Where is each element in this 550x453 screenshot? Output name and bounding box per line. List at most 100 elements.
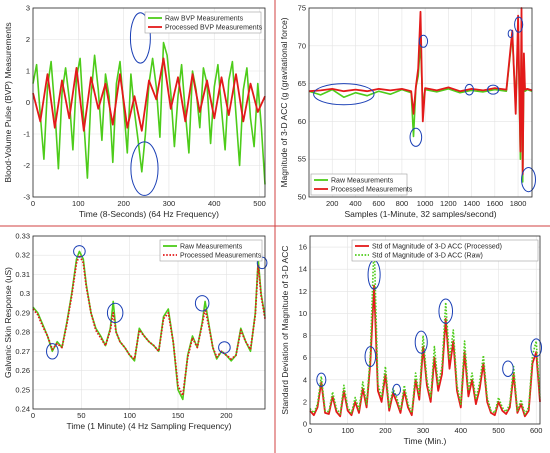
x-tick-label: 300 xyxy=(417,426,430,435)
x-tick-label: 400 xyxy=(349,199,362,208)
series-line-processed xyxy=(32,57,266,132)
series-line-processed xyxy=(32,254,266,397)
axes-frame xyxy=(309,235,541,425)
x-tick-label: 500 xyxy=(253,199,266,208)
annotation-ellipse xyxy=(464,83,474,96)
chart-std: 0 100 200 300 400 500 600 0 2 4 6 8 10 12 14 16 Time (Mi… xyxy=(280,235,543,446)
x-tick-label: 200 xyxy=(220,411,233,420)
x-tick-label: 400 xyxy=(208,199,221,208)
y-tick-label: 1 xyxy=(26,67,30,76)
y-axis-label: Galvanic Skin Response (uS) xyxy=(3,267,13,378)
x-tick-label: 200 xyxy=(326,199,339,208)
legend-entry: Processed Measurements xyxy=(331,187,413,194)
y-tick-label: 55 xyxy=(298,155,306,164)
legend-entry: Raw Measurements xyxy=(180,244,243,251)
annotation-ellipse xyxy=(507,29,514,38)
series-line-raw xyxy=(309,240,541,415)
y-tick-label: 0.28 xyxy=(15,328,30,337)
y-tick-label: 0.26 xyxy=(15,366,30,375)
x-axis-label: Samples (1-Minute, 32 samples/second) xyxy=(344,209,496,219)
x-tick-label: 0 xyxy=(31,411,35,420)
y-tick-label: 0.3 xyxy=(20,289,30,298)
y-axis-label: Standard Deviation of Magnitude of 3-D A… xyxy=(280,245,290,414)
annotation-ellipse xyxy=(316,372,327,387)
axes-frame xyxy=(308,7,533,198)
legend-box xyxy=(351,239,539,262)
annotation-ellipse xyxy=(46,343,59,360)
x-axis-label: Time (Min.) xyxy=(404,436,447,446)
legend-entry: Processed Measurements xyxy=(180,253,262,260)
x-tick-label: 200 xyxy=(379,426,392,435)
y-tick-label: -2 xyxy=(23,161,30,170)
x-tick-label: 800 xyxy=(396,199,409,208)
y-tick-label: 2 xyxy=(303,397,307,406)
x-tick-label: 400 xyxy=(455,426,468,435)
series-line-processed xyxy=(308,7,533,176)
y-tick-label: 3 xyxy=(26,4,30,13)
y-tick-label: 0.24 xyxy=(15,405,30,414)
annotation-ellipse xyxy=(106,302,124,323)
annotation-ellipse xyxy=(218,341,231,354)
y-tick-label: 4 xyxy=(303,375,307,384)
x-tick-label: 200 xyxy=(117,199,130,208)
chart-bvp: 0 100 200 300 400 500 -3 -2 -1 0 1 2 3 Time (8-Second… xyxy=(3,4,266,220)
annotation-ellipse xyxy=(514,16,524,33)
annotation-ellipse xyxy=(487,84,500,95)
x-tick-label: 0 xyxy=(31,199,35,208)
annotation-ellipse xyxy=(502,360,514,377)
x-tick-label: 1800 xyxy=(510,199,527,208)
x-axis-label: Time (8-Seconds) (64 Hz Frequency) xyxy=(79,209,219,219)
annotation-ellipse xyxy=(194,295,210,312)
axes-frame xyxy=(32,235,266,410)
annotation-ellipse xyxy=(438,298,454,324)
legend-box xyxy=(144,11,262,34)
y-tick-label: 0.33 xyxy=(15,232,30,241)
annotation-ellipse xyxy=(392,383,401,396)
x-axis-label: Time (1 Minute) (4 Hz Sampling Frequency… xyxy=(66,421,231,431)
x-tick-label: 500 xyxy=(492,426,505,435)
y-tick-label: 75 xyxy=(298,4,306,13)
x-tick-label: 150 xyxy=(172,411,185,420)
x-tick-label: 600 xyxy=(530,426,543,435)
x-tick-label: 1600 xyxy=(486,199,503,208)
y-tick-label: 0.32 xyxy=(15,251,30,260)
y-tick-label: 14 xyxy=(299,265,307,274)
y-tick-label: 50 xyxy=(298,193,306,202)
x-tick-label: 50 xyxy=(77,411,85,420)
y-tick-label: 10 xyxy=(299,309,307,318)
annotation-ellipse xyxy=(313,83,375,106)
legend-entry: Std of Magnitude of 3-D ACC (Raw) xyxy=(372,253,483,260)
annotation-ellipse xyxy=(129,12,151,64)
legend-entry: Raw BVP Measurements xyxy=(165,16,244,23)
y-tick-label: -3 xyxy=(23,193,30,202)
y-tick-label: 2 xyxy=(26,35,30,44)
legend-entry: Raw Measurements xyxy=(331,178,394,185)
y-tick-label: 65 xyxy=(298,79,306,88)
x-tick-label: 0 xyxy=(308,426,312,435)
annotation-ellipse xyxy=(364,346,377,367)
y-tick-label: 6 xyxy=(303,353,307,362)
y-tick-label: 8 xyxy=(303,331,307,340)
x-tick-label: 600 xyxy=(372,199,385,208)
y-tick-label: 0.27 xyxy=(15,347,30,356)
x-tick-label: 1000 xyxy=(417,199,434,208)
annotation-ellipse xyxy=(414,330,428,354)
x-tick-label: 100 xyxy=(341,426,354,435)
legend-box xyxy=(159,239,263,262)
annotation-ellipse xyxy=(409,127,423,147)
y-tick-label: 0 xyxy=(303,420,307,429)
y-tick-label: 70 xyxy=(298,41,306,50)
x-tick-label: 100 xyxy=(72,199,85,208)
y-tick-label: 16 xyxy=(299,243,307,252)
plot-area xyxy=(310,236,540,424)
chart-gsr: 0 50 100 150 200 0.24 0.25 0.26 0.27 0.28 0.29 0.3 0… xyxy=(3,232,268,431)
y-tick-label: 0 xyxy=(26,98,30,107)
legend-entry: Std of Magnitude of 3-D ACC (Processed) xyxy=(372,244,502,251)
annotation-ellipse xyxy=(73,245,86,258)
y-tick-label: 12 xyxy=(299,287,307,296)
annotation-ellipse xyxy=(521,167,536,193)
annotation-ellipse xyxy=(530,338,543,358)
legend-entry: Processed BVP Measurements xyxy=(165,25,263,32)
